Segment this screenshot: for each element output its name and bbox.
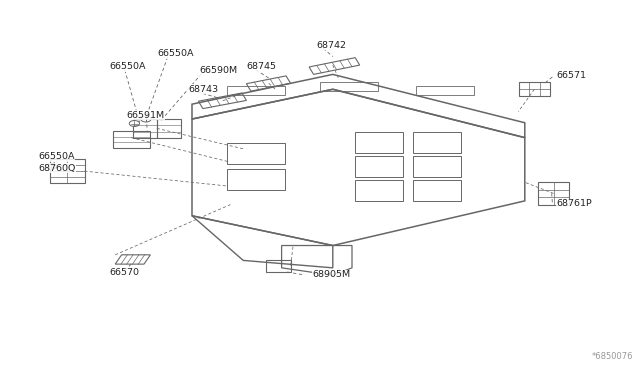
Text: 68743: 68743 <box>188 85 219 94</box>
Bar <box>133 119 157 138</box>
Bar <box>157 119 181 138</box>
Text: *6850076: *6850076 <box>592 352 634 361</box>
Bar <box>355 156 403 177</box>
Text: 66571: 66571 <box>557 71 587 80</box>
Bar <box>355 180 403 201</box>
Text: 66570: 66570 <box>110 268 140 277</box>
Text: 68742: 68742 <box>317 41 346 50</box>
Bar <box>538 182 569 205</box>
Text: 68745: 68745 <box>246 62 276 71</box>
Text: 66550A: 66550A <box>38 153 75 161</box>
Bar <box>227 169 285 190</box>
Bar <box>113 131 150 148</box>
Text: 68760Q: 68760Q <box>38 164 76 173</box>
Bar <box>416 86 474 95</box>
Bar <box>227 86 285 95</box>
Text: 66550A: 66550A <box>157 49 195 58</box>
Text: 66550A: 66550A <box>109 62 147 71</box>
Text: 66591M: 66591M <box>127 111 165 120</box>
Circle shape <box>141 116 151 122</box>
Circle shape <box>129 121 140 126</box>
Bar <box>355 132 403 153</box>
Bar <box>413 180 461 201</box>
Bar <box>266 260 291 272</box>
Text: 68905M: 68905M <box>312 270 351 279</box>
Bar <box>519 82 550 96</box>
Circle shape <box>46 164 56 170</box>
Bar <box>227 143 285 164</box>
Text: 68761P: 68761P <box>557 199 593 208</box>
Bar <box>413 156 461 177</box>
Bar <box>413 132 461 153</box>
Bar <box>50 159 85 183</box>
Bar <box>320 82 378 91</box>
Text: 66590M: 66590M <box>200 66 238 75</box>
